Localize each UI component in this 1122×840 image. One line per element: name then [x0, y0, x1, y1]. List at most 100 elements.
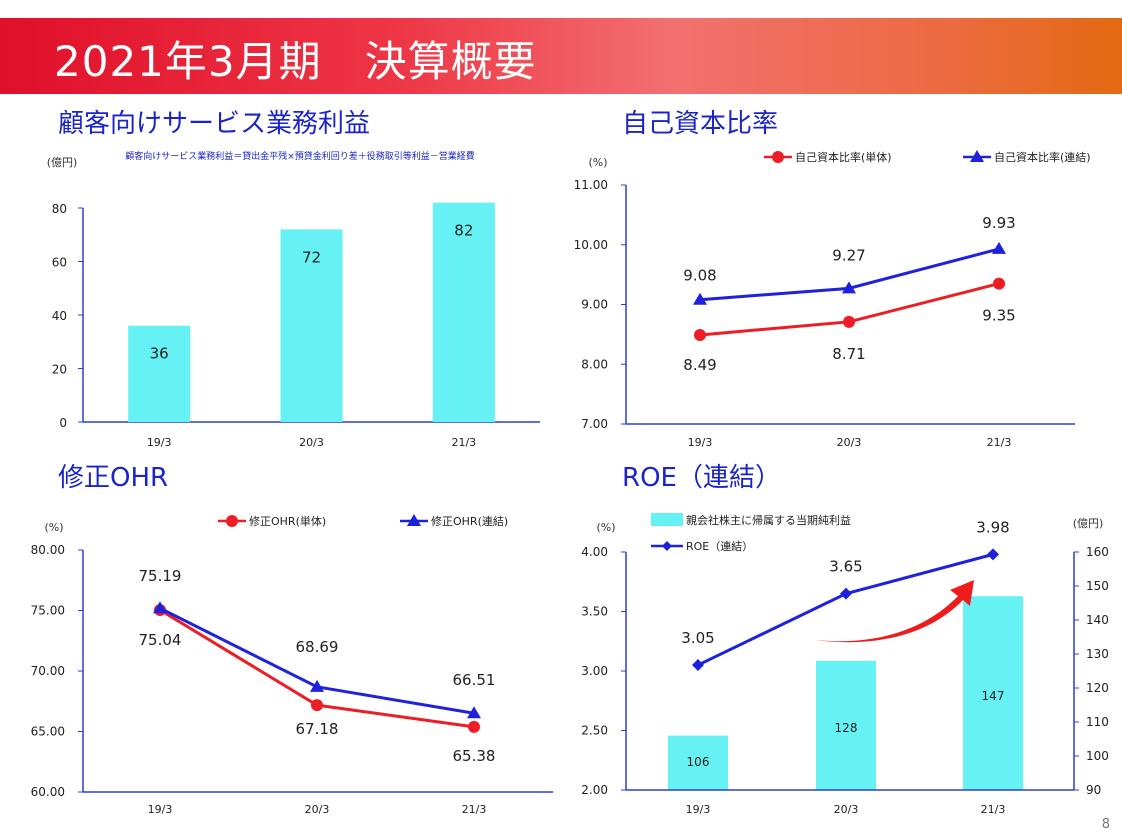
- c4-y-tick-label-left: 4.00: [581, 545, 608, 559]
- c2-unit-label: (%): [588, 156, 607, 169]
- c4-y-tick-label-right: 140: [1086, 613, 1109, 627]
- c3-legend-marker: [407, 514, 421, 526]
- c3-y-tick-label: 60.00: [31, 785, 65, 799]
- c4-bar: [668, 735, 728, 790]
- c3-x-tick-label: 21/3: [462, 803, 487, 816]
- c1-bar: [280, 229, 343, 422]
- c2-point: [843, 315, 855, 328]
- c4-legend-marker: [662, 541, 672, 551]
- c3-x-tick-label: 19/3: [148, 803, 173, 816]
- c3-x-tick-label: 20/3: [305, 803, 330, 816]
- c4-y-tick-label-left: 2.00: [581, 783, 608, 797]
- c2-data-label: 9.27: [832, 246, 865, 264]
- c4-legend-bar-label: 親会社株主に帰属する当期純利益: [686, 513, 851, 527]
- c1-x-tick-label: 20/3: [299, 436, 324, 449]
- c2-y-tick-label: 10.00: [574, 238, 608, 252]
- c2-legend-label: 自己資本比率(単体): [795, 150, 892, 164]
- c4-y-tick-label-left: 3.50: [581, 605, 608, 619]
- c2-x-tick-label: 20/3: [837, 436, 862, 449]
- c3-point: [311, 699, 323, 712]
- c1-data-label: 82: [454, 222, 473, 240]
- c4-y-tick-label-left: 2.50: [581, 724, 608, 738]
- c2-y-tick-label: 8.00: [581, 357, 608, 371]
- section-title-customer-profit: 顧客向けサービス業務利益: [58, 109, 371, 139]
- c3-y-tick-label: 75.00: [31, 604, 65, 618]
- section-title-capital-ratio: 自己資本比率: [622, 109, 779, 139]
- c3-data-label: 68.69: [296, 638, 339, 656]
- c3-data-label: 66.51: [453, 671, 496, 689]
- c2-legend-marker: [772, 151, 784, 163]
- c3-point: [153, 601, 167, 614]
- c2-data-label: 8.71: [832, 345, 865, 363]
- c2-point: [992, 241, 1006, 254]
- c4-unit-label-right: (億円): [1073, 517, 1104, 530]
- c4-y-tick-label-right: 130: [1086, 647, 1109, 661]
- upward-trend-arrow: [815, 580, 974, 643]
- c3-point: [310, 679, 324, 692]
- c1-bar: [128, 325, 191, 422]
- c3-unit-label: (%): [44, 521, 63, 534]
- c2-y-tick-label: 9.00: [581, 298, 608, 312]
- c4-y-tick-label-left: 3.00: [581, 664, 608, 678]
- c4-bar: [963, 596, 1023, 790]
- c2-x-tick-label: 21/3: [987, 436, 1012, 449]
- c4-point: [987, 548, 999, 561]
- c1-y-tick-label: 80: [52, 202, 67, 216]
- c1-data-label: 36: [150, 345, 169, 363]
- c1-bar: [432, 202, 495, 422]
- c4-bar-label: 147: [982, 689, 1005, 703]
- c1-x-tick-label: 21/3: [451, 436, 476, 449]
- c2-data-label: 8.49: [683, 356, 716, 374]
- c4-y-tick-label-right: 160: [1086, 545, 1109, 559]
- c2-point: [694, 328, 706, 341]
- c1-unit-label: (億円): [47, 156, 78, 169]
- c4-bar-label: 106: [687, 755, 710, 769]
- c2-y-tick-label: 7.00: [581, 417, 608, 431]
- title-banner: 2021年3月期 決算概要: [0, 18, 1122, 94]
- page-title: 2021年3月期 決算概要: [54, 37, 537, 86]
- c4-point: [840, 587, 852, 600]
- c2-legend-marker: [970, 150, 984, 162]
- c2-data-label: 9.35: [982, 307, 1015, 325]
- c3-data-label: 67.18: [296, 720, 339, 738]
- c4-y-tick-label-right: 90: [1086, 783, 1101, 797]
- c3-data-label: 75.19: [139, 567, 182, 585]
- c2-x-tick-label: 19/3: [688, 436, 713, 449]
- c1-formula-note: 顧客向けサービス業務利益＝貸出金平残×預貸金利回り差＋役務取引等利益－営業経費: [125, 150, 475, 162]
- c3-point: [467, 706, 481, 719]
- c3-legend-label: 修正OHR(連結): [431, 514, 508, 528]
- c4-y-tick-label-right: 150: [1086, 579, 1109, 593]
- c4-data-label: 3.98: [976, 518, 1009, 536]
- c2-point: [693, 292, 707, 305]
- c4-data-label: 3.65: [829, 558, 862, 576]
- c2-y-tick-label: 11.00: [574, 178, 608, 192]
- c1-y-tick-label: 20: [52, 363, 67, 377]
- section-title-roe: ROE（連結）: [622, 463, 781, 493]
- c4-point: [692, 659, 704, 672]
- c4-bar: [816, 660, 876, 790]
- c4-y-tick-label-right: 110: [1086, 715, 1109, 729]
- c3-y-tick-label: 70.00: [31, 664, 65, 678]
- c4-x-tick-label: 21/3: [981, 803, 1006, 816]
- c4-y-tick-label-right: 100: [1086, 749, 1109, 763]
- c3-data-label: 75.04: [139, 631, 182, 649]
- c2-legend-label: 自己資本比率(連結): [994, 150, 1091, 164]
- page-number: 8: [1101, 817, 1110, 832]
- c2-point: [993, 277, 1005, 290]
- c4-legend-bar-swatch: [651, 513, 683, 526]
- c3-legend-label: 修正OHR(単体): [249, 514, 326, 528]
- c3-y-tick-label: 65.00: [31, 725, 65, 739]
- c2-data-label: 9.08: [683, 267, 716, 285]
- c1-y-tick-label: 40: [52, 309, 67, 323]
- c2-data-label: 9.93: [982, 214, 1015, 232]
- c3-legend-marker: [226, 515, 238, 527]
- c1-data-label: 72: [302, 248, 321, 266]
- c4-x-tick-label: 20/3: [834, 803, 859, 816]
- c1-y-tick-label: 0: [59, 416, 67, 430]
- c4-x-tick-label: 19/3: [686, 803, 711, 816]
- c3-y-tick-label: 80.00: [31, 543, 65, 557]
- c4-data-label: 3.05: [681, 629, 714, 647]
- section-title-ohr: 修正OHR: [58, 463, 169, 493]
- c4-bar-label: 128: [835, 721, 858, 735]
